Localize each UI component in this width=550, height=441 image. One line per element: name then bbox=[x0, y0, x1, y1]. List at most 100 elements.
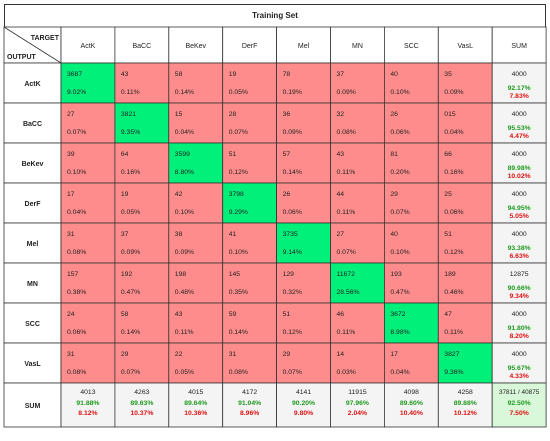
matrix-cell bbox=[437, 222, 493, 264]
matrix-cell bbox=[168, 262, 224, 304]
cell-count: 31 bbox=[67, 351, 75, 358]
column-header-SCC bbox=[383, 26, 439, 64]
cell-count: 38 bbox=[175, 231, 183, 238]
cell-count: 189 bbox=[444, 271, 456, 278]
column-sum-correct: 90.20% bbox=[292, 400, 315, 407]
cell-count: 57 bbox=[283, 151, 291, 158]
matrix-cell bbox=[168, 182, 224, 224]
matrix-cell bbox=[383, 182, 439, 224]
cell-percent: 0.46% bbox=[444, 289, 463, 296]
matrix-cell bbox=[276, 262, 331, 304]
matrix-cell bbox=[114, 222, 170, 264]
total-wrong: 7.50% bbox=[510, 410, 529, 417]
cell-percent: 0.12% bbox=[229, 169, 248, 176]
matrix-cell bbox=[168, 342, 224, 384]
row-sum-cell bbox=[491, 262, 547, 304]
column-header-BaCC bbox=[114, 26, 170, 64]
matrix-cell bbox=[437, 262, 493, 304]
matrix-cell bbox=[383, 342, 439, 384]
corner-diagonal-line bbox=[3, 26, 62, 64]
cell-percent: 9.35% bbox=[121, 129, 140, 136]
cell-percent: 28.56% bbox=[337, 289, 360, 296]
column-sum-count: 11915 bbox=[348, 389, 367, 396]
cell-count: 43 bbox=[337, 151, 345, 158]
cell-count: 40 bbox=[390, 71, 398, 78]
matrix-cell bbox=[60, 342, 116, 384]
row-header-label: VasL bbox=[24, 361, 41, 368]
row-sum-cell bbox=[491, 102, 547, 144]
column-sum-correct: 91.04% bbox=[238, 400, 261, 407]
matrix-cell bbox=[383, 262, 439, 304]
row-sum-count: 4000 bbox=[512, 151, 527, 158]
column-sum-wrong: 2.04% bbox=[348, 410, 367, 417]
cell-count: 3798 bbox=[229, 191, 244, 198]
row-header-label: BaCC bbox=[23, 121, 42, 128]
matrix-cell bbox=[222, 102, 277, 144]
matrix-cell bbox=[276, 102, 331, 144]
row-header-label: DerF bbox=[25, 201, 42, 208]
cell-count: 32 bbox=[337, 111, 345, 118]
cell-count: 39 bbox=[67, 151, 75, 158]
row-sum-correct: 92.17% bbox=[508, 85, 531, 92]
matrix-cell bbox=[383, 302, 439, 344]
column-sum-wrong: 10.36% bbox=[184, 410, 207, 417]
cell-count: 66 bbox=[444, 151, 452, 158]
cell-percent: 0.08% bbox=[67, 369, 86, 376]
cell-percent: 0.09% bbox=[121, 249, 140, 256]
cell-count: 27 bbox=[337, 231, 345, 238]
cell-count: 25 bbox=[444, 191, 452, 198]
cell-percent: 0.11% bbox=[121, 89, 140, 96]
row-sum-correct: 90.66% bbox=[508, 285, 531, 292]
row-sum-wrong: 5.05% bbox=[510, 213, 529, 220]
cell-count: 35 bbox=[444, 71, 452, 78]
row-header-SCC bbox=[3, 302, 62, 344]
cell-percent: 9.36% bbox=[444, 369, 463, 376]
cell-percent: 0.09% bbox=[444, 89, 463, 96]
column-sum-wrong: 8.12% bbox=[78, 410, 97, 417]
matrix-cell bbox=[168, 102, 224, 144]
row-sum-wrong: 10.02% bbox=[508, 173, 531, 180]
cell-percent: 9.14% bbox=[283, 249, 302, 256]
cell-percent: 0.07% bbox=[121, 369, 140, 376]
total-correct: 92.50% bbox=[508, 400, 531, 407]
column-sum-cell bbox=[114, 382, 170, 428]
column-sum-cell bbox=[330, 382, 385, 428]
cell-count: 29 bbox=[283, 351, 291, 358]
cell-percent: 0.48% bbox=[175, 289, 194, 296]
matrix-cell bbox=[330, 182, 385, 224]
cell-count: 58 bbox=[175, 71, 183, 78]
column-header-label: BeKev bbox=[185, 43, 206, 50]
cell-percent: 0.10% bbox=[67, 169, 86, 176]
cell-percent: 0.35% bbox=[229, 289, 248, 296]
matrix-cell bbox=[114, 182, 170, 224]
matrix-cell bbox=[383, 62, 439, 104]
cell-count: 64 bbox=[121, 151, 129, 158]
cell-percent: 0.11% bbox=[337, 169, 356, 176]
row-sum-correct: 94.95% bbox=[508, 205, 531, 212]
cell-count: 46 bbox=[337, 311, 345, 318]
cell-count: 28 bbox=[229, 111, 237, 118]
cell-count: 51 bbox=[444, 231, 452, 238]
matrix-cell bbox=[437, 102, 493, 144]
matrix-cell bbox=[114, 342, 170, 384]
row-sum-count: 4000 bbox=[512, 311, 527, 318]
cell-percent: 0.11% bbox=[175, 329, 194, 336]
cell-percent: 0.10% bbox=[390, 249, 409, 256]
matrix-cell bbox=[276, 142, 331, 184]
matrix-cell bbox=[330, 102, 385, 144]
column-sum-count: 4015 bbox=[188, 389, 203, 396]
column-sum-count: 4013 bbox=[80, 389, 95, 396]
corner-output-label: OUTPUT bbox=[7, 54, 37, 61]
matrix-cell bbox=[168, 222, 224, 264]
matrix-cell bbox=[168, 62, 224, 104]
column-sum-correct: 97.96% bbox=[346, 400, 369, 407]
sum-column-header-label: SUM bbox=[511, 43, 527, 50]
row-sum-cell bbox=[491, 222, 547, 264]
matrix-cell bbox=[330, 62, 385, 104]
cell-percent: 0.07% bbox=[229, 129, 248, 136]
column-header-MN bbox=[330, 26, 385, 64]
row-sum-wrong: 8.20% bbox=[510, 333, 529, 340]
cell-count: 19 bbox=[229, 71, 237, 78]
